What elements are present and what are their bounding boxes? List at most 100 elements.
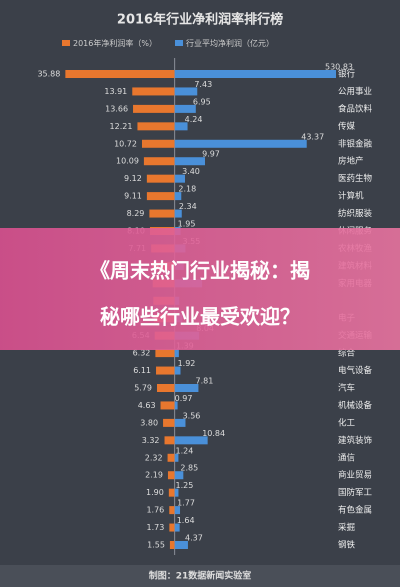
category-label: 采掘 [338,522,355,533]
bar [174,523,180,532]
footer-strip [0,565,400,587]
category-label: 非银金融 [338,138,373,149]
bar [174,174,185,183]
bar [132,87,175,96]
value-label: 3.56 [183,411,201,420]
bar [143,157,175,166]
value-label: 2.85 [180,464,198,473]
bar [174,139,307,148]
bar [174,488,179,497]
value-label: 4.24 [185,115,203,124]
value-label: 1.92 [178,359,196,368]
bar [149,209,175,218]
category-label: 综合 [338,348,356,359]
value-label: 4.37 [185,534,203,543]
value-label: 9.11 [124,192,142,201]
value-label: 1.90 [146,488,164,497]
category-label: 银行 [338,69,356,80]
value-label: 10.72 [114,139,137,148]
category-label: 电气设备 [338,365,373,376]
legend-label: 行业平均净利润（亿元） [186,38,274,48]
value-label: 6.95 [193,97,211,106]
value-label: 1.76 [146,506,164,515]
legend-swatch [62,40,70,46]
value-label: 8.29 [127,209,145,218]
value-label: 5.79 [134,384,152,393]
value-label: 3.80 [140,418,158,427]
value-label: 13.91 [104,87,127,96]
legend-swatch [175,40,183,46]
category-label: 纺织服装 [338,208,373,219]
bar [174,401,178,410]
value-label: 9.97 [202,150,220,159]
value-label: 1.55 [147,541,165,550]
category-label: 计算机 [338,191,364,202]
category-label: 汽车 [338,383,355,394]
value-label: 2.34 [179,202,197,211]
value-label: 530.83 [325,63,353,72]
overlay: 《周末热门行业揭秘：揭 秘哪些行业最受欢迎？ [0,228,400,350]
value-label: 3.40 [182,167,200,176]
value-label: 0.97 [175,394,193,403]
legend-label: 2016年净利润率（%） [73,38,157,48]
bar [65,70,175,78]
bar [155,349,175,358]
value-label: 12.21 [110,122,133,131]
category-label: 钢铁 [338,540,356,551]
category-label: 机械设备 [338,400,373,411]
bar [174,192,182,201]
bar [137,122,175,131]
value-label: 1.24 [176,446,194,455]
value-label: 2.32 [145,453,163,462]
value-label: 7.81 [196,377,214,386]
bar [174,157,205,166]
bar [174,209,182,218]
bar [164,436,175,445]
value-label: 10.84 [202,429,225,438]
bar [169,541,175,549]
category-label: 房地产 [338,156,364,167]
labels: 银行 35.88 530.83 公用事业 13.91 7.43 食品饮料 13.66 6.95 传… [37,63,372,551]
bar [169,523,175,532]
banner-text: 秘哪些行业最受欢迎？ [100,305,300,329]
value-label: 43.37 [301,132,324,141]
bar [141,139,175,148]
bar [174,471,184,480]
value-label: 2.19 [145,471,163,480]
bar [146,174,175,183]
footer: 制图：21数据新闻实验室 [149,570,252,582]
value-label: 2.18 [178,185,196,194]
bar [146,192,175,201]
bar [174,418,186,427]
value-label: 4.63 [138,401,156,410]
bar [163,418,175,427]
value-label: 1.73 [147,523,165,532]
bar [174,453,179,462]
banner-text: 《周末热门行业揭秘：揭 [90,259,310,283]
category-label: 传媒 [338,121,356,132]
value-label: 1.95 [178,220,196,229]
category-label: 国防军工 [338,487,373,498]
bar [168,488,175,497]
bar [160,401,175,410]
bar [174,122,188,131]
value-label: 6.32 [133,349,151,358]
category-label: 医药生物 [338,173,373,184]
category-label: 商业贸易 [338,470,372,481]
bar [156,366,175,375]
value-label: 10.09 [116,157,139,166]
bar [174,70,336,78]
category-label: 通信 [338,452,356,463]
bar [169,506,175,515]
bar [174,87,198,96]
chart-title: 2016年行业净利润率排行榜 [117,12,283,28]
value-label: 6.11 [133,366,151,375]
value-label: 3.32 [142,436,160,445]
value-label: 35.88 [37,70,60,79]
bar [174,349,179,358]
bar [174,104,196,113]
value-label: 9.12 [124,174,142,183]
category-label: 食品饮料 [338,103,373,114]
